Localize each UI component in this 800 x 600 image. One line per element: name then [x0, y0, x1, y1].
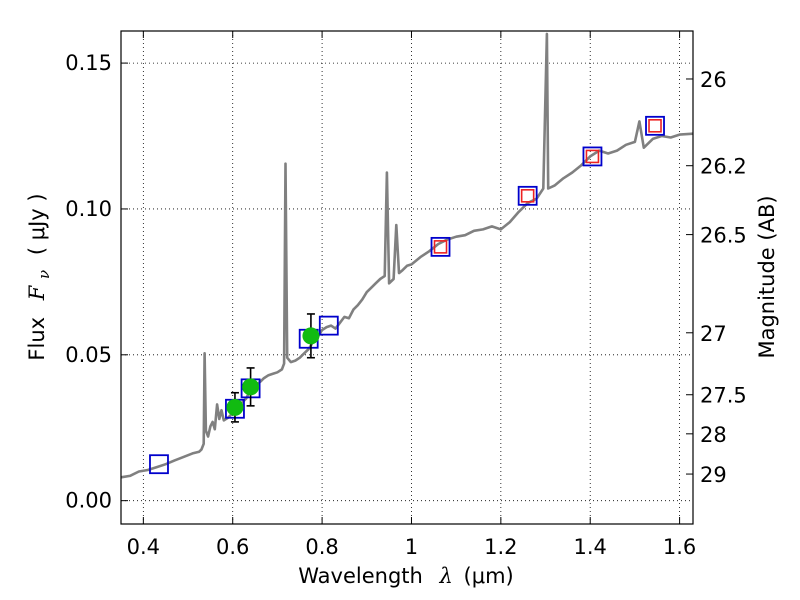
magnitude-tick-label: 28: [700, 423, 727, 447]
blue-square-marker: [517, 185, 538, 206]
blue-square-marker: [430, 236, 451, 257]
magnitude-tick-label: 26.5: [700, 224, 747, 248]
plot-frame: [120, 30, 694, 525]
magnitude-tick-label: 29: [700, 463, 727, 487]
green-circle-marker: [226, 398, 244, 416]
x-axis-label-symbol: λ: [439, 564, 453, 588]
blue-square-marker: [149, 454, 169, 475]
y-axis-label-symbol: F: [25, 284, 49, 301]
y-axis-label-unit: ( μJy ): [25, 193, 49, 255]
y-axis-label-text: Flux: [25, 317, 49, 361]
y-tick-label: 0.00: [65, 489, 112, 513]
magnitude-tick-label: 27: [700, 322, 727, 346]
x-tick-label: 1: [405, 535, 418, 559]
x-axis-label-unit: (μm): [464, 564, 514, 588]
magnitude-tick-label: 26.2: [700, 155, 747, 179]
y-axis-label-subscript: ν: [35, 270, 53, 279]
blue-square-marker: [645, 115, 665, 136]
axis-ticks: 0.4 0.6 0.8 1 1.2 1.4 1.6 0.00 0.05 0.10 0.15 26 26.…: [65, 31, 747, 559]
magnitude-tick-label: 27.5: [700, 384, 747, 408]
spectrum-line: [120, 32, 694, 479]
blue-square-marker: [318, 315, 339, 336]
green-circle-marker: [302, 327, 320, 345]
y-tick-label: 0.15: [65, 51, 112, 75]
magnitude-tick-label: 26: [700, 68, 727, 92]
y-tick-label: 0.10: [65, 197, 112, 221]
red-square-marker: [648, 119, 662, 133]
y-tick-label: 0.05: [65, 343, 112, 367]
red-square-marker: [433, 240, 448, 254]
x-tick-label: 0.8: [305, 535, 338, 559]
x-tick-label: 1.6: [663, 535, 696, 559]
x-tick-label: 1.4: [574, 535, 607, 559]
spectrum-series: [120, 32, 694, 479]
x-tick-label: 1.2: [484, 535, 517, 559]
grid: [121, 31, 693, 524]
magnitude-axis-label: Magnitude (AB): [755, 195, 779, 358]
y-axis-label: Flux F ν ( μJy ): [25, 193, 54, 360]
x-axis-label: Wavelength λ (μm): [298, 564, 513, 588]
photometry-markers: [149, 115, 665, 475]
blue-square-marker: [582, 146, 603, 167]
x-tick-label: 0.4: [127, 535, 160, 559]
red-square-marker: [585, 149, 600, 164]
red-square-marker: [520, 189, 535, 203]
green-circle-marker: [242, 378, 260, 396]
x-tick-label: 0.6: [216, 535, 249, 559]
x-axis-label-text: Wavelength: [298, 564, 423, 588]
